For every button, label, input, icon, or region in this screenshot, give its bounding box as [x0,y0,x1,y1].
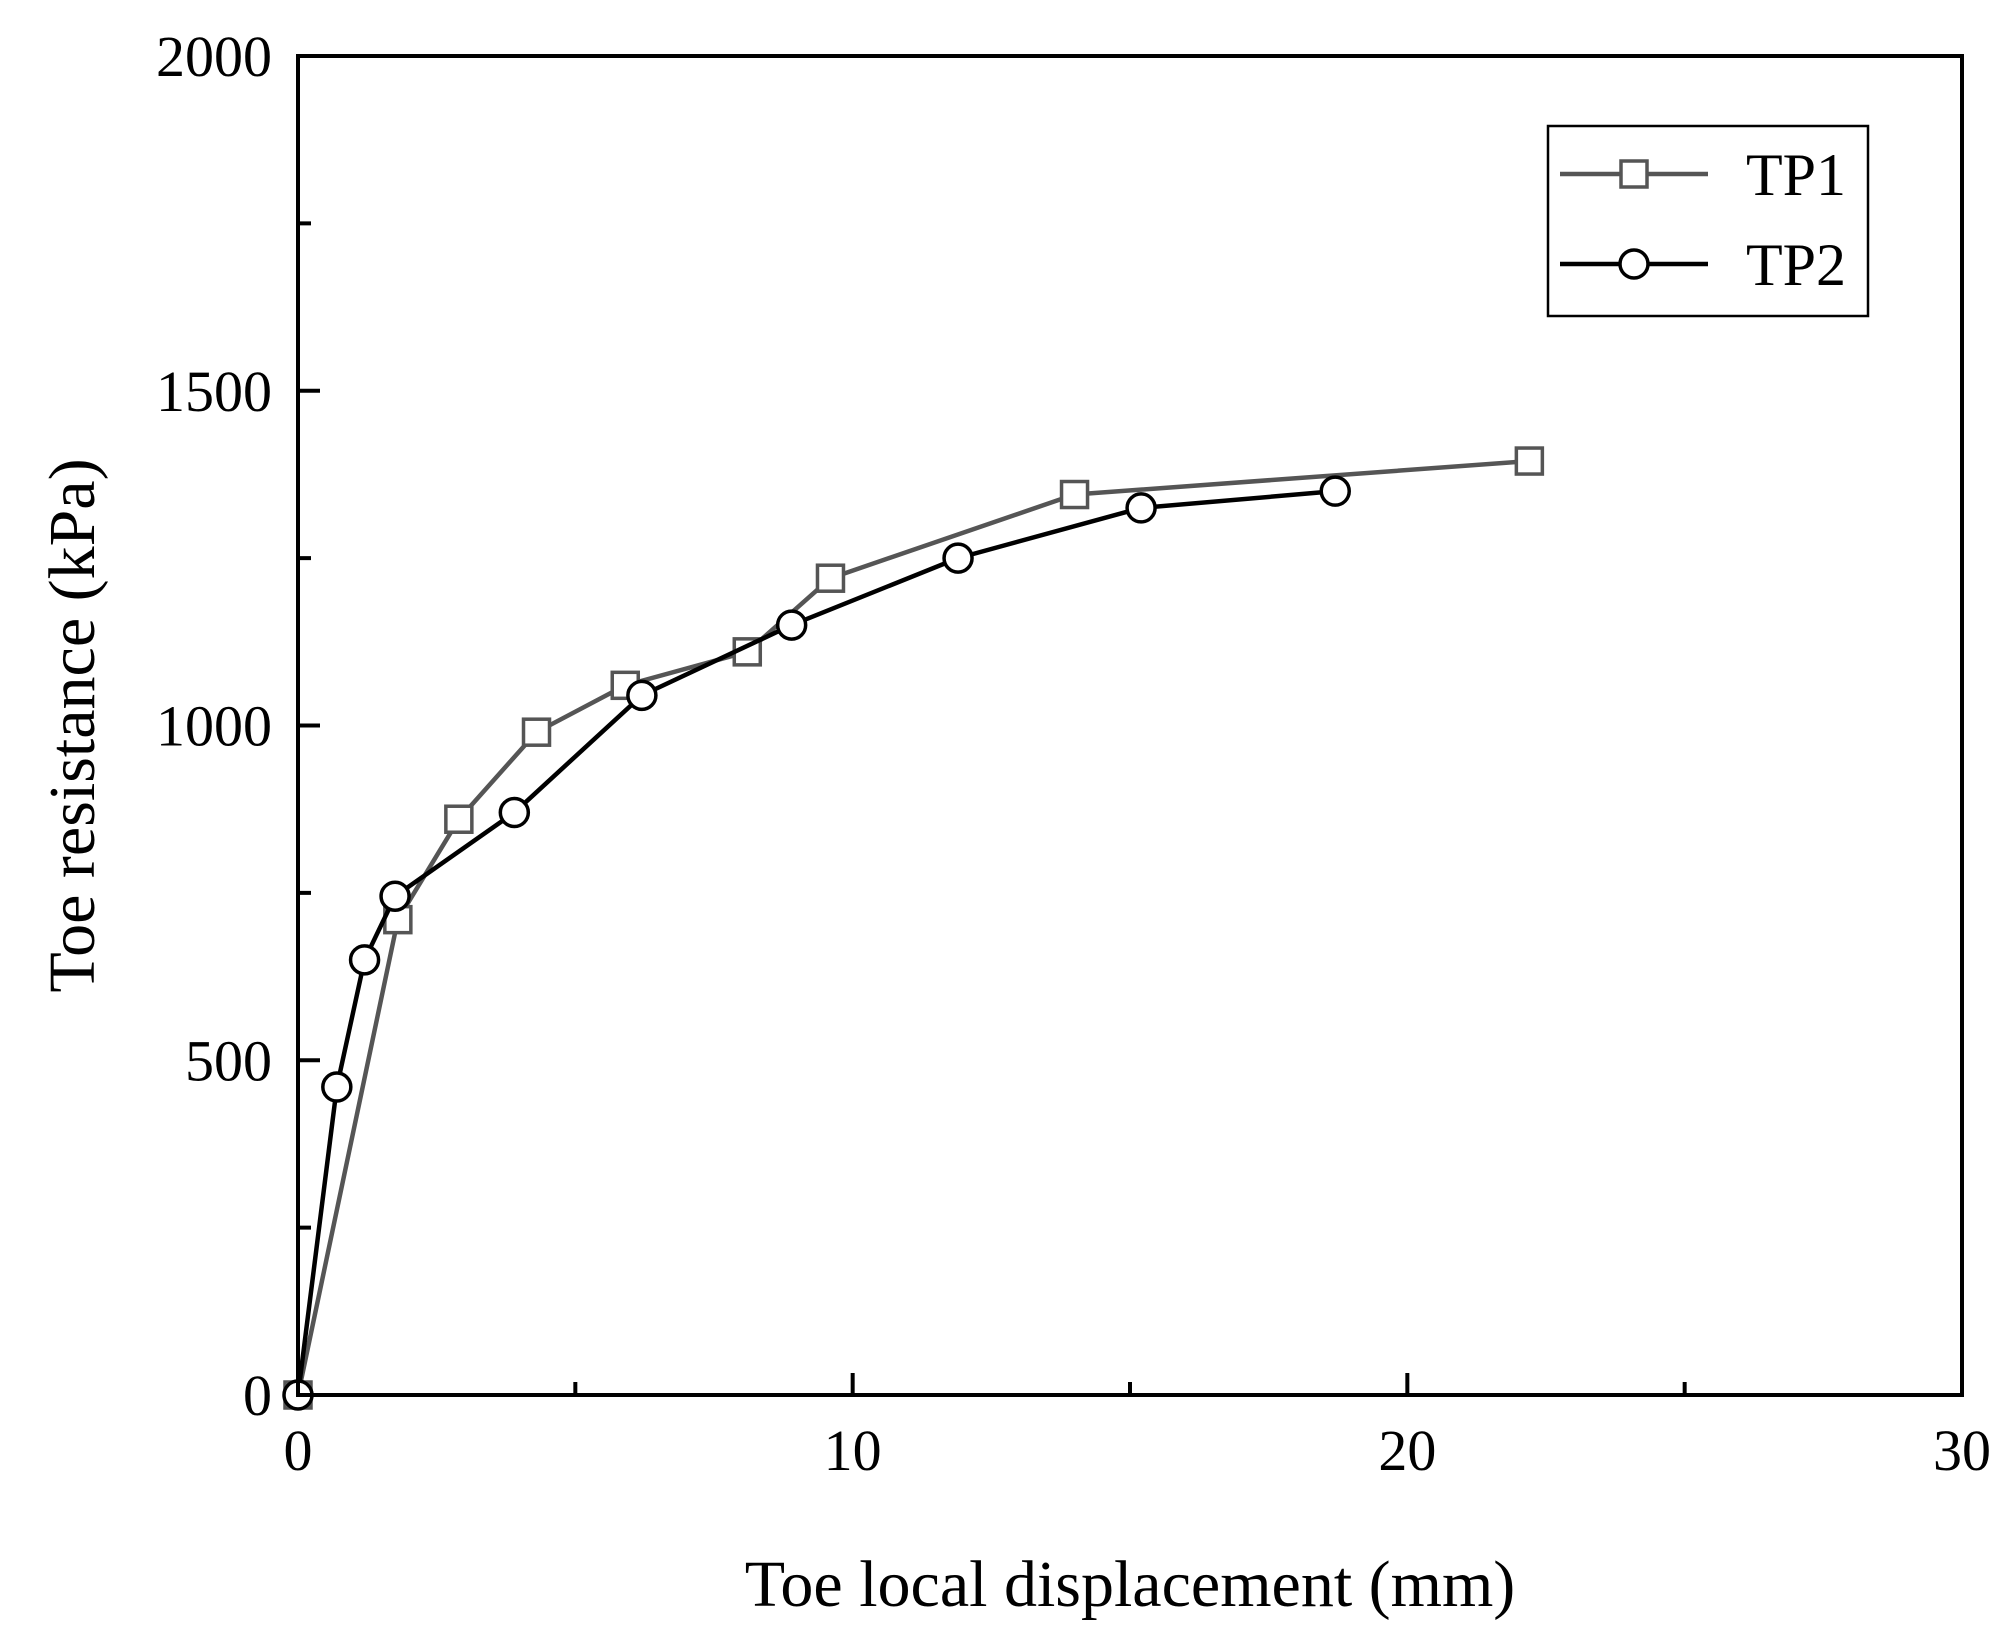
x-axis-title: Toe local displacement (mm) [745,1548,1516,1621]
y-tick-label: 2000 [156,24,272,89]
legend-label: TP1 [1746,142,1846,208]
y-axis-title: Toe resistance (kPa) [36,458,109,992]
plot-frame [296,54,1964,1397]
legend-marker [1618,248,1650,280]
legend-item-tp1: TP1 [1560,142,1846,208]
data-point [521,717,552,747]
series-line [295,488,1336,1396]
data-point [1514,446,1545,476]
data-point [1319,475,1351,507]
data-point [444,804,474,834]
data-point [815,563,846,593]
series-layer [282,446,1545,1411]
data-point [498,796,531,829]
data-point [379,880,411,912]
data-point [775,609,808,641]
x-tick-label: 30 [1933,1418,1991,1483]
series-tp1 [283,446,1545,1410]
tick-labels-layer: 0 10 20 30 0 500 1000 1500 2000 [156,24,1991,1483]
y-tick-label: 1000 [156,694,272,759]
data-point [348,944,381,976]
ticks-layer [296,54,1964,1397]
x-tick-label: 0 [284,1418,313,1483]
series-tp2 [282,475,1351,1411]
y-tick-label: 0 [243,1363,272,1428]
y-tick-label: 1500 [156,359,272,424]
data-point [1125,492,1157,524]
data-point [942,542,974,574]
legend-box [1546,124,1870,318]
legend-item-tp2: TP2 [1560,232,1846,298]
legend-marker [1619,159,1649,189]
x-tick-label: 10 [824,1418,882,1483]
x-tick-label: 20 [1378,1418,1436,1483]
data-point [626,679,658,712]
data-point [321,1071,353,1103]
data-point [1059,479,1090,510]
legend-label: TP2 [1746,232,1846,298]
y-tick-label: 500 [185,1028,272,1093]
series-line [295,458,1530,1396]
